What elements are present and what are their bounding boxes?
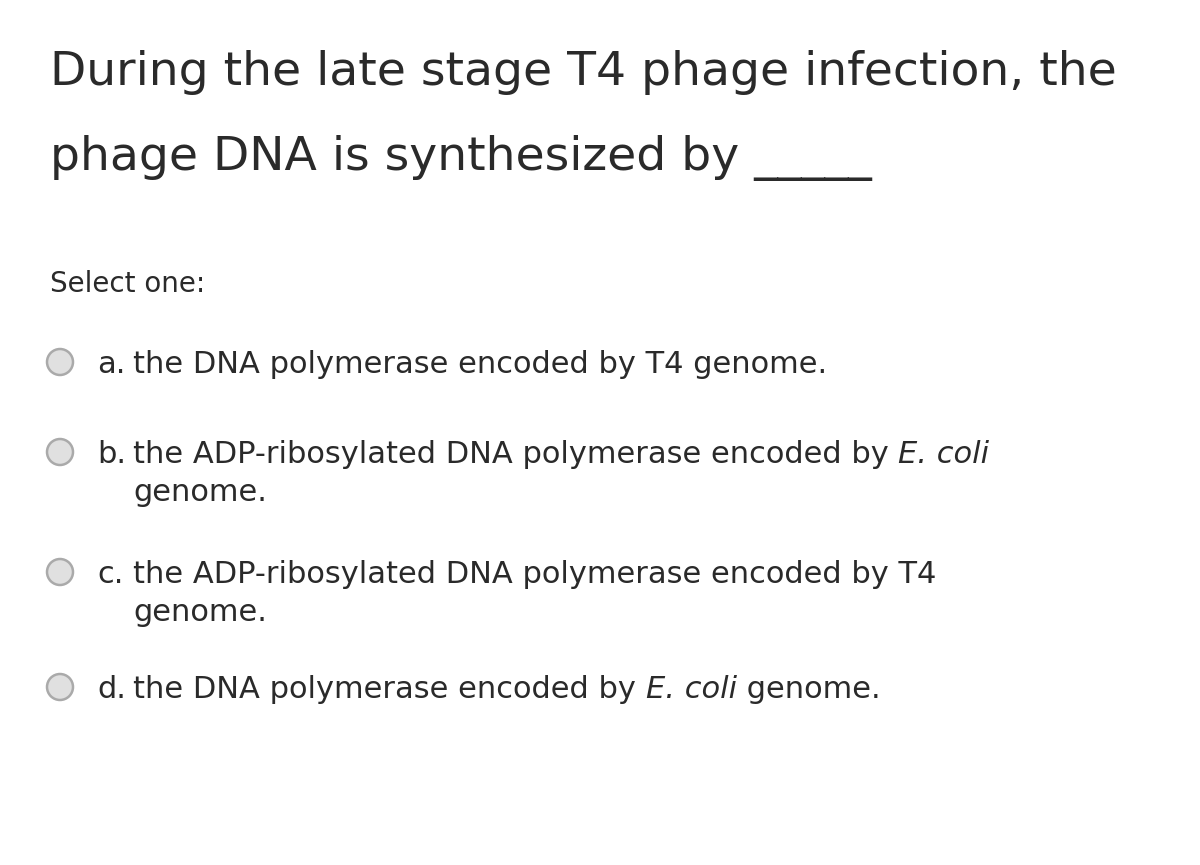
Text: the DNA polymerase encoded by T4 genome.: the DNA polymerase encoded by T4 genome. xyxy=(133,350,827,379)
Text: the ADP-ribosylated DNA polymerase encoded by T4: the ADP-ribosylated DNA polymerase encod… xyxy=(133,560,936,589)
Text: During the late stage T4 phage infection, the: During the late stage T4 phage infection… xyxy=(50,50,1117,95)
Circle shape xyxy=(47,439,73,465)
Text: the DNA polymerase encoded by: the DNA polymerase encoded by xyxy=(133,675,646,704)
Text: genome.: genome. xyxy=(737,675,881,704)
Circle shape xyxy=(47,559,73,585)
Text: Select one:: Select one: xyxy=(50,270,205,298)
Text: genome.: genome. xyxy=(133,598,266,627)
Text: b.: b. xyxy=(97,440,126,469)
Text: the ADP-ribosylated DNA polymerase encoded by: the ADP-ribosylated DNA polymerase encod… xyxy=(133,440,899,469)
Circle shape xyxy=(47,674,73,700)
Text: a.: a. xyxy=(97,350,125,379)
Text: d.: d. xyxy=(97,675,126,704)
Text: E. coli: E. coli xyxy=(899,440,990,469)
Circle shape xyxy=(47,349,73,375)
Text: c.: c. xyxy=(97,560,124,589)
Text: genome.: genome. xyxy=(133,478,266,507)
Text: E. coli: E. coli xyxy=(646,675,737,704)
Text: phage DNA is synthesized by _____: phage DNA is synthesized by _____ xyxy=(50,135,871,181)
